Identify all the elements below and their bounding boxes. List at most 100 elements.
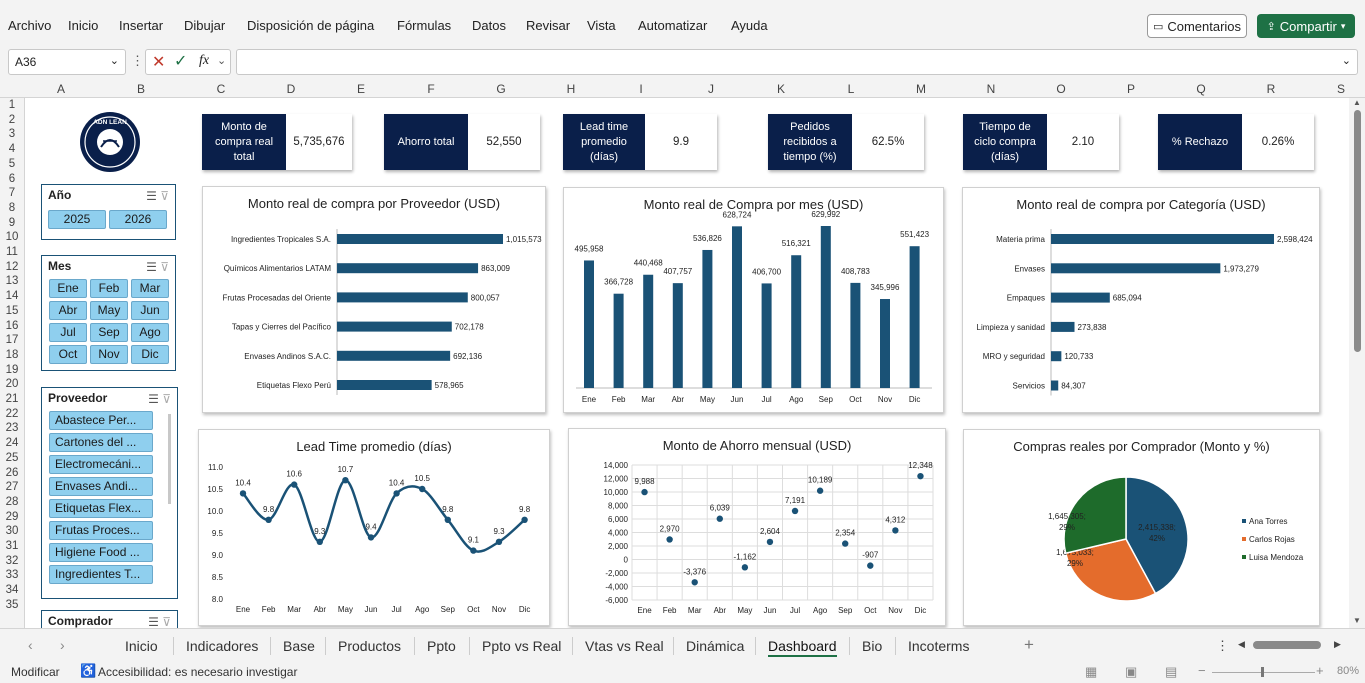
row-header[interactable]: 35 (5, 598, 19, 611)
row-header[interactable]: 16 (5, 319, 19, 332)
column-header[interactable]: H (566, 82, 576, 96)
slicer-item-month[interactable]: Oct (49, 345, 87, 364)
row-header[interactable]: 17 (5, 334, 19, 347)
menu-disposicion[interactable]: Disposición de página (247, 18, 375, 33)
chart-savings[interactable]: Monto de Ahorro mensual (USD) 14,000 12,0… (568, 428, 946, 626)
row-header[interactable]: 7 (8, 187, 16, 200)
expand-icon[interactable]: ⌄ (1341, 55, 1351, 67)
column-header[interactable]: A (56, 82, 65, 96)
column-header[interactable]: G (496, 82, 506, 96)
row-header[interactable]: 20 (5, 378, 19, 391)
row-header[interactable]: 33 (5, 569, 19, 582)
column-header[interactable]: O (1056, 82, 1066, 96)
menu-revisar[interactable]: Revisar (526, 18, 571, 33)
column-header[interactable]: F (427, 82, 435, 96)
formula-input[interactable]: ⌄ (236, 49, 1358, 75)
row-header[interactable]: 26 (5, 466, 19, 479)
row-header[interactable]: 2 (8, 113, 16, 126)
vertical-scrollbar[interactable]: ▲ ▼ (1349, 98, 1365, 628)
sheet-tab[interactable]: Vtas vs Real (585, 638, 664, 654)
clear-filter-icon[interactable]: ⊽ (160, 189, 169, 203)
menu-ayuda[interactable]: Ayuda (731, 18, 768, 33)
slicer-item-month[interactable]: May (90, 301, 128, 320)
slicer-item-supplier[interactable]: Ingredientes T... (49, 565, 153, 584)
slicer-item-supplier[interactable]: Electromecáni... (49, 455, 153, 474)
row-header[interactable]: 22 (5, 407, 19, 420)
zoom-slider-thumb[interactable] (1261, 667, 1264, 677)
slicer-item-month[interactable]: Abr (49, 301, 87, 320)
zoom-out-icon[interactable]: − (1198, 663, 1206, 678)
zoom-level[interactable]: 80% (1337, 665, 1360, 677)
comments-button[interactable]: ▭ Comentarios (1147, 14, 1247, 38)
slicer-item-supplier[interactable]: Cartones del ... (49, 433, 153, 452)
row-header[interactable]: 29 (5, 510, 19, 523)
menu-insertar[interactable]: Insertar (119, 18, 164, 33)
row-header[interactable]: 28 (5, 495, 19, 508)
sheet-tab[interactable]: Ppto (427, 638, 456, 654)
confirm-icon[interactable]: ✓ (174, 53, 188, 70)
sheet-tab[interactable]: Dinámica (686, 638, 745, 654)
slicer-item-month[interactable]: Dic (131, 345, 169, 364)
row-header[interactable]: 19 (5, 363, 19, 376)
row-header[interactable]: 25 (5, 451, 19, 464)
more-options-icon[interactable]: ⋮ (131, 53, 144, 68)
multi-select-icon[interactable]: ☰ (146, 260, 157, 274)
function-icon[interactable]: fx (199, 53, 210, 68)
row-header[interactable]: 15 (5, 304, 19, 317)
share-button[interactable]: ⇪ Compartir ▾ (1257, 14, 1355, 38)
row-header[interactable]: 6 (8, 172, 16, 185)
slicer-item-supplier[interactable]: Abastece Per... (49, 411, 153, 430)
chart-supplier[interactable]: Monto real de compra por Proveedor (USD)… (202, 186, 546, 413)
sheet-tab[interactable]: Productos (338, 638, 402, 654)
sheet-tab[interactable]: Ppto vs Real (482, 638, 562, 654)
slicer-item-supplier[interactable]: Frutas Proces... (49, 521, 153, 540)
chart-month[interactable]: Monto real de Compra por mes (USD) 495,9… (563, 187, 944, 413)
row-header[interactable]: 11 (6, 246, 18, 258)
slicer-item-month[interactable]: Jun (131, 301, 169, 320)
menu-dibujar[interactable]: Dibujar (184, 18, 226, 33)
column-header[interactable]: L (847, 82, 855, 96)
name-box[interactable]: A36 ⌄ (8, 49, 126, 75)
slicer-scrollbar[interactable] (168, 414, 171, 504)
column-header[interactable]: N (986, 82, 996, 96)
row-header[interactable]: 5 (8, 157, 16, 170)
slicer-item-month[interactable]: Feb (90, 279, 128, 298)
column-header[interactable]: M (916, 82, 926, 96)
slicer-item-2025[interactable]: 2025 (48, 210, 106, 229)
menu-archivo[interactable]: Archivo (8, 18, 52, 33)
slicer-item-month[interactable]: Mar (131, 279, 169, 298)
sheet-tab[interactable]: Base (283, 638, 315, 654)
multi-select-icon[interactable]: ☰ (146, 189, 157, 203)
column-header[interactable]: C (216, 82, 226, 96)
menu-automatizar[interactable]: Automatizar (638, 18, 708, 33)
row-header[interactable]: 30 (5, 525, 19, 538)
page-break-icon[interactable]: ▤ (1165, 664, 1178, 679)
slicer-item-month[interactable]: Ene (49, 279, 87, 298)
column-header[interactable]: Q (1196, 82, 1206, 96)
normal-view-icon[interactable]: ▦ (1085, 664, 1098, 679)
row-header[interactable]: 21 (5, 393, 19, 405)
column-header[interactable]: P (1126, 82, 1135, 96)
slicer-item-supplier[interactable]: Etiquetas Flex... (49, 499, 153, 518)
worksheet[interactable]: ADN LEAN Monto de compra real total 5,73… (25, 98, 1349, 628)
slicer-item-month[interactable]: Jul (49, 323, 87, 342)
row-header[interactable]: 13 (5, 275, 19, 288)
row-header[interactable]: 14 (5, 290, 19, 303)
scroll-left-icon[interactable]: ◀ (1238, 639, 1245, 649)
row-header[interactable]: 1 (8, 99, 16, 111)
row-header[interactable]: 32 (5, 554, 19, 567)
more-options-icon[interactable]: ⋮ (1216, 638, 1229, 653)
add-sheet-icon[interactable]: + (1024, 635, 1034, 654)
column-header[interactable]: S (1336, 82, 1345, 96)
chart-lead-time[interactable]: Lead Time promedio (días) 11.0 10.5 10.0 9.… (198, 429, 550, 626)
chevron-right-icon[interactable]: › (60, 637, 65, 653)
column-header[interactable]: J (708, 82, 714, 96)
column-header[interactable]: I (639, 82, 643, 96)
sheet-tab[interactable]: Incoterms (908, 638, 970, 654)
accessibility-status[interactable]: Accesibilidad: es necesario investigar (98, 665, 298, 679)
cancel-icon[interactable]: ✕ (152, 54, 166, 71)
row-header[interactable]: 10 (5, 231, 19, 244)
scroll-right-icon[interactable]: ▶ (1334, 639, 1341, 649)
slicer-item-2026[interactable]: 2026 (109, 210, 167, 229)
column-header[interactable]: B (136, 82, 145, 96)
